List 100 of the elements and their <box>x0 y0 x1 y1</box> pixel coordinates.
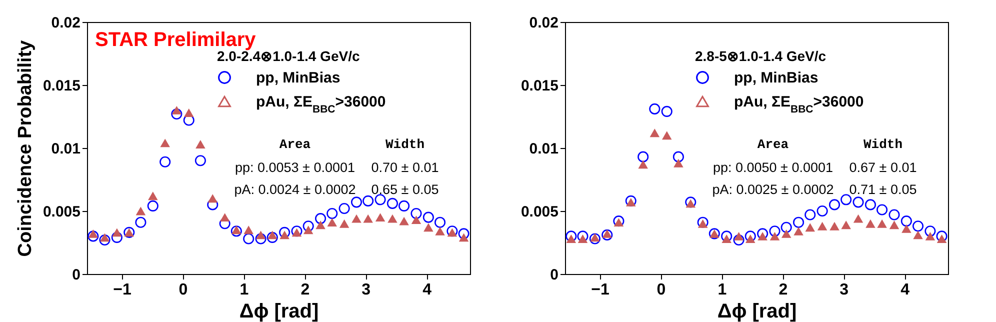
point <box>280 230 290 240</box>
annotation: 0.70 ± 0.01 <box>371 160 439 175</box>
point <box>900 216 912 227</box>
annotation: pA: 0.0025 ± 0.0002 <box>712 182 834 197</box>
point <box>566 230 577 242</box>
y-axis-title: Coincidence Probability <box>14 40 36 257</box>
point <box>99 234 110 246</box>
point <box>650 128 660 138</box>
point <box>794 226 804 236</box>
point <box>902 224 912 233</box>
point <box>625 195 636 206</box>
point <box>566 234 576 243</box>
point <box>352 214 362 223</box>
point <box>853 214 864 223</box>
point <box>697 216 708 228</box>
point <box>434 216 446 228</box>
point <box>112 228 122 237</box>
point <box>662 131 672 140</box>
point <box>638 160 648 169</box>
point <box>208 194 218 203</box>
point <box>315 213 326 224</box>
point <box>722 234 732 243</box>
x-tick-label: 2 <box>778 282 788 298</box>
point <box>744 230 756 242</box>
annotation: 0.65 ± 0.05 <box>371 182 439 197</box>
y-tick-label: 0.015 <box>42 78 80 94</box>
y-tick-label: 0 <box>550 266 558 284</box>
point <box>458 233 469 242</box>
point <box>388 214 398 223</box>
point <box>840 194 852 206</box>
point <box>781 229 792 238</box>
point <box>398 200 410 212</box>
point <box>602 229 612 238</box>
point <box>889 220 900 230</box>
point <box>196 140 206 148</box>
point <box>733 234 744 246</box>
point <box>327 218 337 227</box>
legend-label: pp, MinBias <box>734 70 818 86</box>
y-tick-label: 0.01 <box>51 140 80 158</box>
y-tick-label: 0.005 <box>520 204 558 220</box>
point <box>148 192 158 200</box>
point <box>446 226 458 237</box>
x-tick-label: 4 <box>900 282 910 298</box>
point <box>339 219 350 228</box>
point <box>303 226 314 234</box>
point <box>672 151 684 162</box>
point <box>375 213 386 222</box>
y-tick-label: 0.005 <box>42 204 80 220</box>
point <box>135 216 146 228</box>
point <box>577 230 588 242</box>
x-tick-label: 4 <box>422 282 432 298</box>
point <box>589 233 600 244</box>
point <box>316 220 326 230</box>
annotation: 0.71 ± 0.05 <box>849 182 917 197</box>
point <box>770 232 780 240</box>
point <box>399 216 409 226</box>
point <box>877 219 887 228</box>
point <box>925 232 936 240</box>
point <box>386 198 398 209</box>
point <box>243 233 254 244</box>
point <box>160 156 171 168</box>
annotation: 0.67 ± 0.01 <box>849 160 917 175</box>
annotation: pA: 0.0024 ± 0.0002 <box>234 182 356 197</box>
point <box>411 216 422 224</box>
x-tick-label: 0 <box>656 282 666 298</box>
point <box>363 214 373 223</box>
point <box>924 226 936 237</box>
point <box>686 199 696 208</box>
annotation: pp: 0.0053 ± 0.0001 <box>234 160 356 175</box>
point <box>649 103 660 114</box>
point <box>111 232 122 243</box>
point <box>757 228 768 240</box>
y-tick-label: 0.02 <box>51 14 80 32</box>
point <box>674 158 684 168</box>
point <box>88 230 99 242</box>
point <box>194 155 206 166</box>
x-axis-title: Δϕ [rad] <box>239 300 319 322</box>
point <box>817 222 828 230</box>
point <box>866 219 876 228</box>
x-tick-label: 1 <box>718 282 727 298</box>
point <box>830 222 840 230</box>
annotation: Width <box>863 137 903 152</box>
point <box>230 226 242 237</box>
point <box>734 232 744 240</box>
point <box>661 106 672 117</box>
point <box>147 200 158 212</box>
point <box>864 199 876 210</box>
point <box>338 202 350 214</box>
annotation: Width <box>385 137 425 152</box>
point <box>876 204 888 216</box>
point <box>350 196 362 208</box>
point <box>698 219 708 228</box>
point <box>374 194 386 206</box>
point <box>160 138 170 148</box>
point <box>626 198 636 206</box>
point <box>828 199 840 210</box>
point <box>220 213 230 222</box>
point <box>136 206 146 216</box>
point <box>424 223 434 232</box>
x-tick-label: 2 <box>300 282 310 298</box>
